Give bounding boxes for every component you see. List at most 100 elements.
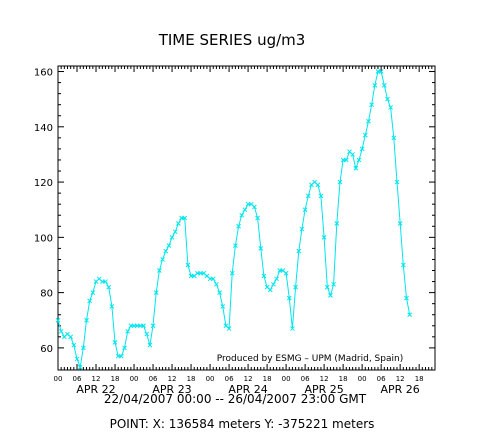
data-point-stroke xyxy=(372,82,378,88)
data-point-stroke xyxy=(369,102,374,108)
data-point xyxy=(172,229,178,235)
data-point xyxy=(394,179,400,185)
data-point xyxy=(286,295,292,301)
data-point xyxy=(58,328,64,334)
x-day-label: APR 23 xyxy=(152,383,191,396)
data-point-stroke xyxy=(353,165,359,171)
data-point-stroke xyxy=(214,281,219,287)
data-point xyxy=(343,157,349,163)
data-point-stroke xyxy=(242,207,248,213)
data-point xyxy=(182,215,188,221)
data-point-stroke xyxy=(315,182,321,188)
data-point xyxy=(55,317,61,323)
data-point-stroke xyxy=(305,193,311,199)
data-point xyxy=(296,248,302,254)
x-hour-label: 00 xyxy=(358,375,367,383)
x-day-label: APR 22 xyxy=(76,383,115,396)
data-point xyxy=(229,270,235,276)
data-point xyxy=(125,328,131,334)
data-point-stroke xyxy=(84,317,89,323)
data-point xyxy=(71,342,77,348)
x-hour-label: 12 xyxy=(168,375,177,383)
data-point xyxy=(74,356,80,362)
y-tick-label: 140 xyxy=(34,123,53,134)
data-point xyxy=(217,290,222,295)
data-point xyxy=(404,295,409,301)
data-point-stroke xyxy=(147,342,153,348)
data-point xyxy=(141,323,146,329)
data-point-stroke xyxy=(176,221,181,226)
data-point xyxy=(302,207,308,213)
data-point-stroke xyxy=(321,234,327,240)
data-point xyxy=(87,298,93,304)
data-point-stroke xyxy=(337,179,343,185)
data-point-stroke xyxy=(280,268,286,273)
data-point xyxy=(350,152,355,157)
data-point-stroke xyxy=(296,248,302,254)
data-point-stroke xyxy=(65,331,70,337)
x-hour-label: 18 xyxy=(263,375,272,383)
x-hour-label: 12 xyxy=(320,375,329,383)
data-point xyxy=(356,157,362,163)
x-hour-label: 18 xyxy=(187,375,196,383)
data-point-stroke xyxy=(74,356,80,362)
data-point xyxy=(160,257,165,262)
data-point-stroke xyxy=(283,270,289,276)
data-point xyxy=(119,353,124,359)
data-point-stroke xyxy=(385,96,390,102)
data-point xyxy=(210,276,216,282)
data-point xyxy=(150,323,156,329)
data-point-stroke xyxy=(394,179,400,185)
data-point xyxy=(381,82,387,88)
data-point xyxy=(77,364,83,370)
data-point xyxy=(112,340,118,345)
data-point xyxy=(122,345,127,351)
data-point xyxy=(328,293,333,298)
x-hour-label: 06 xyxy=(301,375,310,383)
data-point-stroke xyxy=(185,262,191,268)
data-point xyxy=(337,179,343,185)
data-point-stroke xyxy=(172,229,178,235)
data-point xyxy=(261,273,267,279)
data-point xyxy=(163,248,169,254)
x-hour-label: 06 xyxy=(73,375,82,383)
data-point-stroke xyxy=(264,284,270,290)
data-point-stroke xyxy=(274,276,279,282)
data-point-stroke xyxy=(210,276,216,282)
data-point-stroke xyxy=(182,215,188,221)
data-point xyxy=(366,118,371,124)
data-point xyxy=(331,281,336,287)
data-point-stroke xyxy=(169,234,175,240)
data-point-stroke xyxy=(258,246,264,251)
data-point xyxy=(397,221,403,226)
data-point xyxy=(388,105,394,110)
data-point xyxy=(239,212,245,218)
data-point xyxy=(293,284,298,290)
data-point-stroke xyxy=(252,204,257,210)
data-point xyxy=(372,82,378,88)
data-point xyxy=(242,207,248,213)
data-point xyxy=(252,204,257,210)
data-point xyxy=(255,215,260,221)
data-point xyxy=(169,234,175,240)
data-point xyxy=(185,262,191,268)
data-point xyxy=(103,279,108,284)
x-day-label: APR 26 xyxy=(381,383,420,396)
y-tick-label: 60 xyxy=(40,344,53,355)
data-point-stroke xyxy=(166,243,172,248)
data-point-stroke xyxy=(343,157,349,163)
x-axis: 00 06 12 18 00 06 12 18 00 06 12 18 00 06 12 18 00 06 12 18… xyxy=(54,66,436,396)
data-point-stroke xyxy=(80,345,86,351)
data-point xyxy=(214,281,219,287)
data-point-stroke xyxy=(366,118,371,124)
x-hour-label: 00 xyxy=(54,375,63,383)
x-day-label: APR 24 xyxy=(228,383,267,396)
data-point-stroke xyxy=(388,105,394,110)
data-point-stroke xyxy=(404,295,409,301)
data-point xyxy=(334,221,340,226)
y-tick-label: 120 xyxy=(34,178,53,189)
data-point xyxy=(359,146,365,152)
x-hour-label: 00 xyxy=(130,375,139,383)
